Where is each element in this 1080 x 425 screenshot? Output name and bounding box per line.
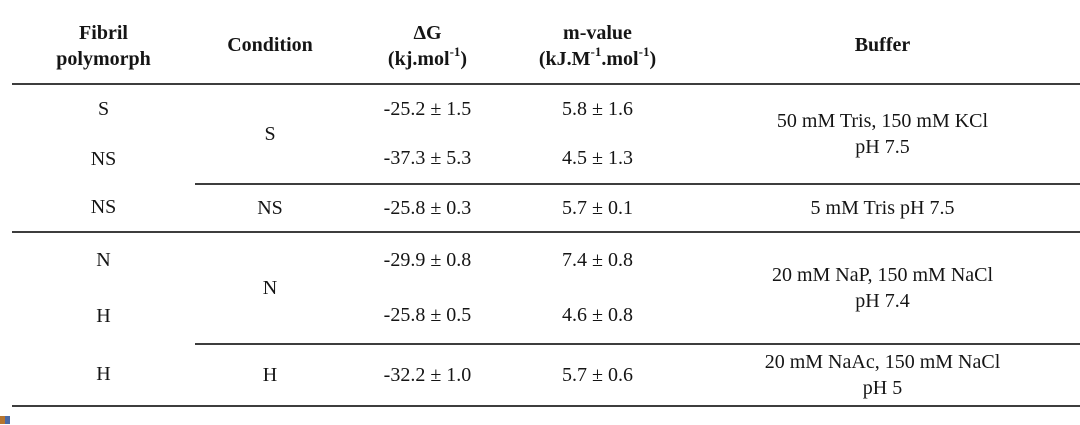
- header-delta-g-unit: (kj.mol-1): [387, 43, 468, 70]
- cell-m-value: 4.5 ± 1.3: [510, 134, 685, 185]
- cell-m-value: 7.4 ± 0.8: [562, 249, 633, 271]
- cell-m-value: 5.7 ± 0.6: [510, 344, 685, 407]
- cell-delta-g: -25.2 ± 1.5: [383, 98, 472, 120]
- cell-polymorph: H: [12, 344, 195, 407]
- cell-delta-g: -25.8 ± 0.3: [345, 184, 510, 233]
- cell-delta-g: -25.8 ± 0.5: [345, 288, 510, 345]
- cell-buffer-line1: 20 mM NaP, 150 mM NaCl: [771, 264, 994, 286]
- table-row: NS NS -25.8 ± 0.3 5.7 ± 0.1 5 mM Tris pH…: [12, 184, 1080, 233]
- cell-polymorph: H: [96, 304, 111, 327]
- cell-delta-g: -32.2 ± 1.0: [345, 344, 510, 407]
- cell-condition-merged: N: [195, 232, 345, 345]
- header-delta-g: ΔG (kj.mol-1): [345, 8, 510, 85]
- header-m-value-name: m-value: [563, 21, 632, 44]
- cell-buffer: 5 mM Tris pH 7.5: [685, 184, 1080, 233]
- header-delta-g-name: ΔG: [413, 21, 442, 44]
- table-row: S S -25.2 ± 1.5 5.8 ± 1.6 50 mM Tris, 15…: [12, 84, 1080, 185]
- cell-buffer-line2: pH 5: [862, 377, 903, 399]
- table-row: N N -29.9 ± 0.8 7.4 ± 0.8 20 mM NaP, 150…: [12, 232, 1080, 345]
- table-row: NS -37.3 ± 5.3 4.5 ± 1.3: [12, 134, 1080, 185]
- table-header-row: Fibril polymorph Condition ΔG (kj.mol-1)…: [12, 8, 1080, 85]
- cell-delta-g: -37.3 ± 5.3: [345, 134, 510, 185]
- header-fibril-polymorph-line2: polymorph: [56, 47, 151, 70]
- cell-buffer-merged: 20 mM NaP, 150 mM NaCl pH 7.4: [685, 232, 1080, 345]
- table-row: H -25.8 ± 0.5 4.6 ± 0.8: [12, 288, 1080, 345]
- header-condition: Condition: [195, 8, 345, 85]
- cell-buffer-line2: pH 7.5: [855, 136, 910, 158]
- table-row: H H -32.2 ± 1.0 5.7 ± 0.6 20 mM NaAc, 15…: [12, 344, 1080, 407]
- header-fibril-polymorph: Fibril polymorph: [12, 8, 195, 85]
- cell-buffer-line1: 20 mM NaAc, 150 mM NaCl: [764, 351, 1001, 373]
- cell-polymorph: N: [96, 249, 111, 271]
- cell-delta-g: -29.9 ± 0.8: [383, 249, 472, 271]
- header-fibril-polymorph-line1: Fibril: [79, 21, 128, 44]
- cell-buffer-line1: 50 mM Tris, 150 mM KCl: [776, 110, 989, 132]
- cell-m-value: 5.7 ± 0.1: [510, 184, 685, 233]
- cell-polymorph: NS: [90, 147, 117, 170]
- cell-condition-merged: S: [195, 84, 345, 185]
- cell-m-value: 4.6 ± 0.8: [510, 288, 685, 345]
- cell-m-value: 5.8 ± 1.6: [562, 98, 633, 120]
- cell-condition: H: [195, 344, 345, 407]
- header-m-value-unit: (kJ.M-1.mol-1): [538, 43, 657, 70]
- cell-polymorph: NS: [12, 184, 195, 233]
- scan-artifact: [0, 416, 10, 424]
- thermodynamics-table: Fibril polymorph Condition ΔG (kj.mol-1)…: [12, 8, 1080, 407]
- header-m-value: m-value (kJ.M-1.mol-1): [510, 8, 685, 85]
- cell-buffer: 20 mM NaAc, 150 mM NaCl pH 5: [685, 344, 1080, 407]
- cell-condition: NS: [195, 184, 345, 233]
- cell-polymorph: S: [97, 98, 110, 120]
- cell-buffer-line2: pH 7.4: [855, 290, 910, 312]
- cell-buffer-merged: 50 mM Tris, 150 mM KCl pH 7.5: [685, 84, 1080, 185]
- header-buffer: Buffer: [685, 8, 1080, 85]
